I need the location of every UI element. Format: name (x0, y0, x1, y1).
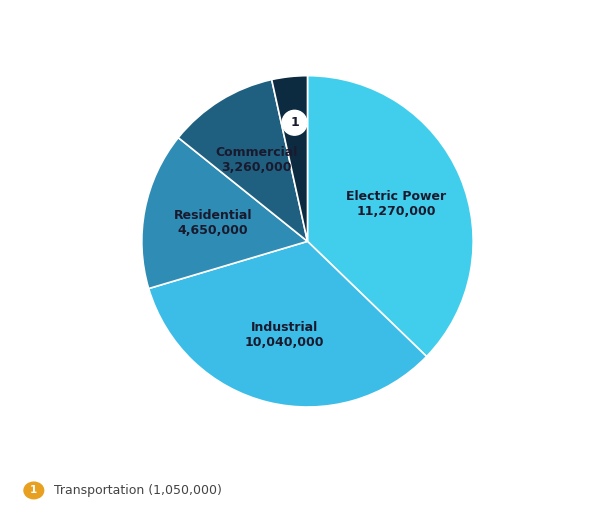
Wedge shape (178, 79, 308, 241)
Wedge shape (308, 76, 473, 357)
Circle shape (282, 111, 307, 135)
Text: Electric Power
11,270,000: Electric Power 11,270,000 (346, 190, 446, 218)
Text: 1: 1 (290, 116, 299, 129)
Text: Industrial
10,040,000: Industrial 10,040,000 (245, 321, 325, 349)
Wedge shape (149, 241, 427, 407)
Text: Transportation (1,050,000): Transportation (1,050,000) (54, 484, 222, 497)
Text: 1: 1 (30, 485, 38, 496)
Text: Residential
4,650,000: Residential 4,650,000 (174, 209, 252, 237)
Text: Commercial
3,260,000: Commercial 3,260,000 (216, 146, 298, 174)
Wedge shape (272, 76, 308, 241)
Wedge shape (142, 138, 308, 289)
